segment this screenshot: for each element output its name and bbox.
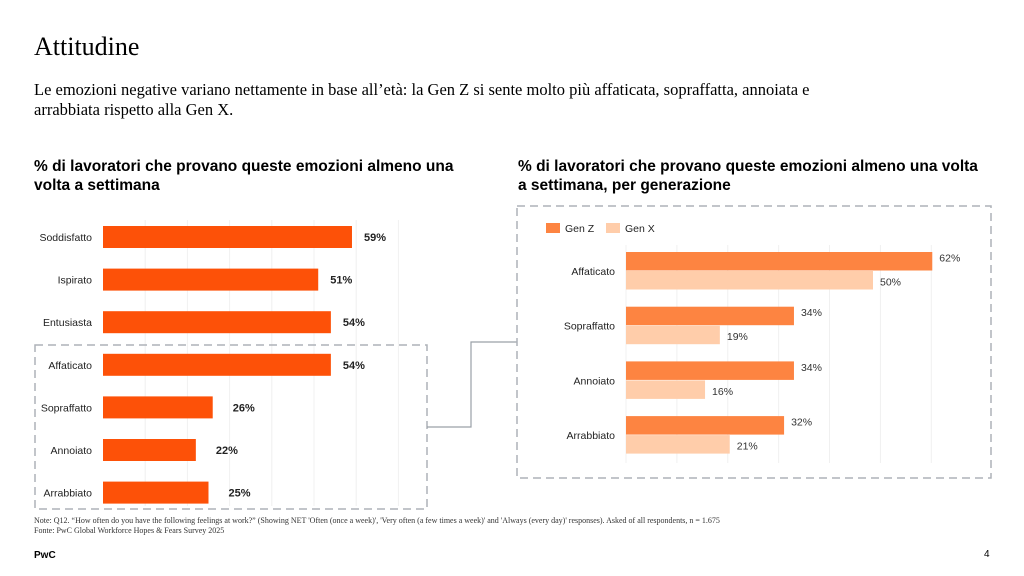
- data-label: 54%: [343, 360, 365, 372]
- source-text: Fonte: PwC Global Workforce Hopes & Fear…: [34, 526, 225, 535]
- data-label: 32%: [791, 417, 812, 429]
- bar: [103, 226, 352, 248]
- legend-swatch: [606, 223, 620, 233]
- right-chart-title: % di lavoratori che provano queste emozi…: [518, 158, 978, 194]
- category-label: Annoiato: [51, 445, 93, 457]
- bar: [103, 268, 319, 291]
- page-title: Attitudine: [34, 32, 140, 61]
- brand-logo: PwC: [34, 550, 56, 561]
- bar-gen-z: [626, 416, 785, 435]
- data-label: 59%: [364, 232, 386, 244]
- legend-label: Gen X: [625, 223, 655, 235]
- note-text: Note: Q12. “How often do you have the fo…: [34, 516, 720, 525]
- highlight-box-right: [516, 205, 992, 479]
- bar-gen-x: [626, 271, 873, 290]
- data-label: 34%: [801, 307, 822, 319]
- category-label: Annoiato: [574, 375, 616, 387]
- bar-gen-x: [626, 380, 706, 399]
- bar-gen-x: [626, 435, 730, 454]
- data-label: 54%: [343, 317, 365, 329]
- bar: [103, 439, 196, 461]
- footnote: Note: Q12. “How often do you have the fo…: [34, 516, 720, 536]
- page-number: 4: [984, 549, 990, 560]
- bar: [103, 481, 209, 504]
- category-label: Sopraffatto: [41, 402, 92, 414]
- category-label: Affaticato: [48, 360, 92, 372]
- category-label: Sopraffatto: [564, 321, 615, 333]
- legend-label: Gen Z: [565, 223, 595, 235]
- bar: [103, 311, 331, 334]
- data-label: 50%: [880, 277, 901, 289]
- bar-gen-z: [626, 252, 933, 271]
- category-label: Soddisfatto: [39, 232, 92, 244]
- data-label: 25%: [229, 488, 251, 500]
- data-label: 19%: [727, 331, 748, 343]
- left-chart: Soddisfatto 59% Ispirato 51% Entusiasta 54% Af…: [39, 226, 386, 504]
- data-label: 51%: [330, 275, 352, 287]
- right-chart-legend: Gen Z Gen X: [546, 223, 655, 235]
- data-label: 21%: [737, 441, 758, 453]
- bar: [103, 353, 331, 376]
- category-label: Arrabbiato: [567, 430, 616, 442]
- bar-gen-z: [626, 306, 794, 326]
- page-subtitle: Le emozioni negative variano nettamente …: [34, 80, 810, 119]
- connector-line: [427, 341, 517, 428]
- data-label: 26%: [233, 402, 255, 414]
- category-label: Affaticato: [571, 266, 615, 278]
- legend-swatch: [546, 223, 560, 233]
- left-chart-title: % di lavoratori che provano queste emozi…: [34, 158, 454, 194]
- category-label: Ispirato: [58, 275, 93, 287]
- bar: [103, 396, 213, 419]
- bar-gen-x: [626, 325, 720, 345]
- data-label: 34%: [801, 362, 822, 374]
- right-chart: Affaticato 62% 50% Sopraffatto 34% 19% Annoiat…: [564, 252, 960, 454]
- category-label: Entusiasta: [43, 317, 92, 329]
- bar-gen-z: [626, 361, 794, 380]
- data-label: 62%: [939, 253, 960, 265]
- data-label: 22%: [216, 445, 238, 457]
- data-label: 16%: [712, 386, 733, 398]
- category-label: Arrabbiato: [44, 488, 93, 500]
